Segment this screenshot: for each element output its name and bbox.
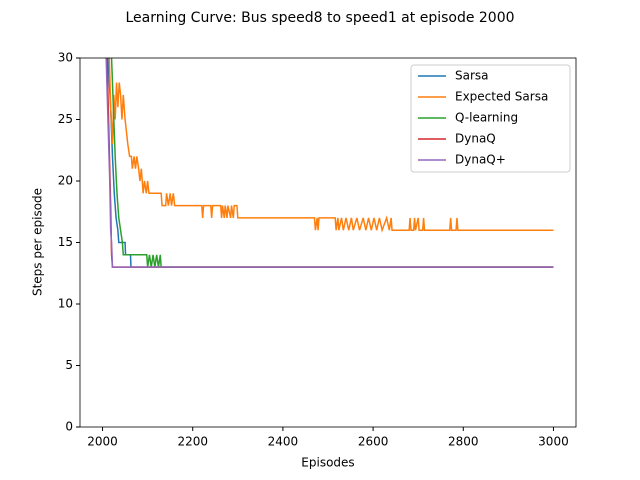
legend-label: Expected Sarsa [455, 90, 548, 104]
series-line [105, 57, 554, 268]
axes-frame [79, 57, 577, 428]
legend-label: Q-learning [455, 111, 518, 125]
legend-box [410, 64, 571, 173]
legend-label: DynaQ [455, 132, 496, 146]
x-tick-label: 2200 [177, 435, 208, 449]
x-tick-label: 2000 [87, 435, 118, 449]
chart-title: Learning Curve: Bus speed8 to speed1 at … [125, 10, 514, 26]
x-tick-label: 2600 [358, 435, 389, 449]
y-tick-label: 20 [58, 174, 73, 188]
x-tick-label: 2800 [448, 435, 479, 449]
x-axis-label: Episodes [301, 456, 354, 470]
series-line [107, 57, 554, 268]
y-tick-label: 0 [65, 420, 73, 434]
y-tick-label: 15 [58, 235, 73, 249]
y-tick-label: 5 [65, 358, 73, 372]
y-tick-label: 25 [58, 112, 73, 126]
legend-label: Sarsa [455, 69, 489, 83]
x-tick-label: 2400 [268, 435, 299, 449]
legend-label: DynaQ+ [455, 153, 506, 167]
x-tick-label: 3000 [538, 435, 569, 449]
y-axis-label: Steps per episode [31, 188, 45, 296]
y-tick-label: 30 [58, 51, 73, 65]
y-tick-label: 10 [58, 297, 73, 311]
series-line [108, 57, 554, 233]
